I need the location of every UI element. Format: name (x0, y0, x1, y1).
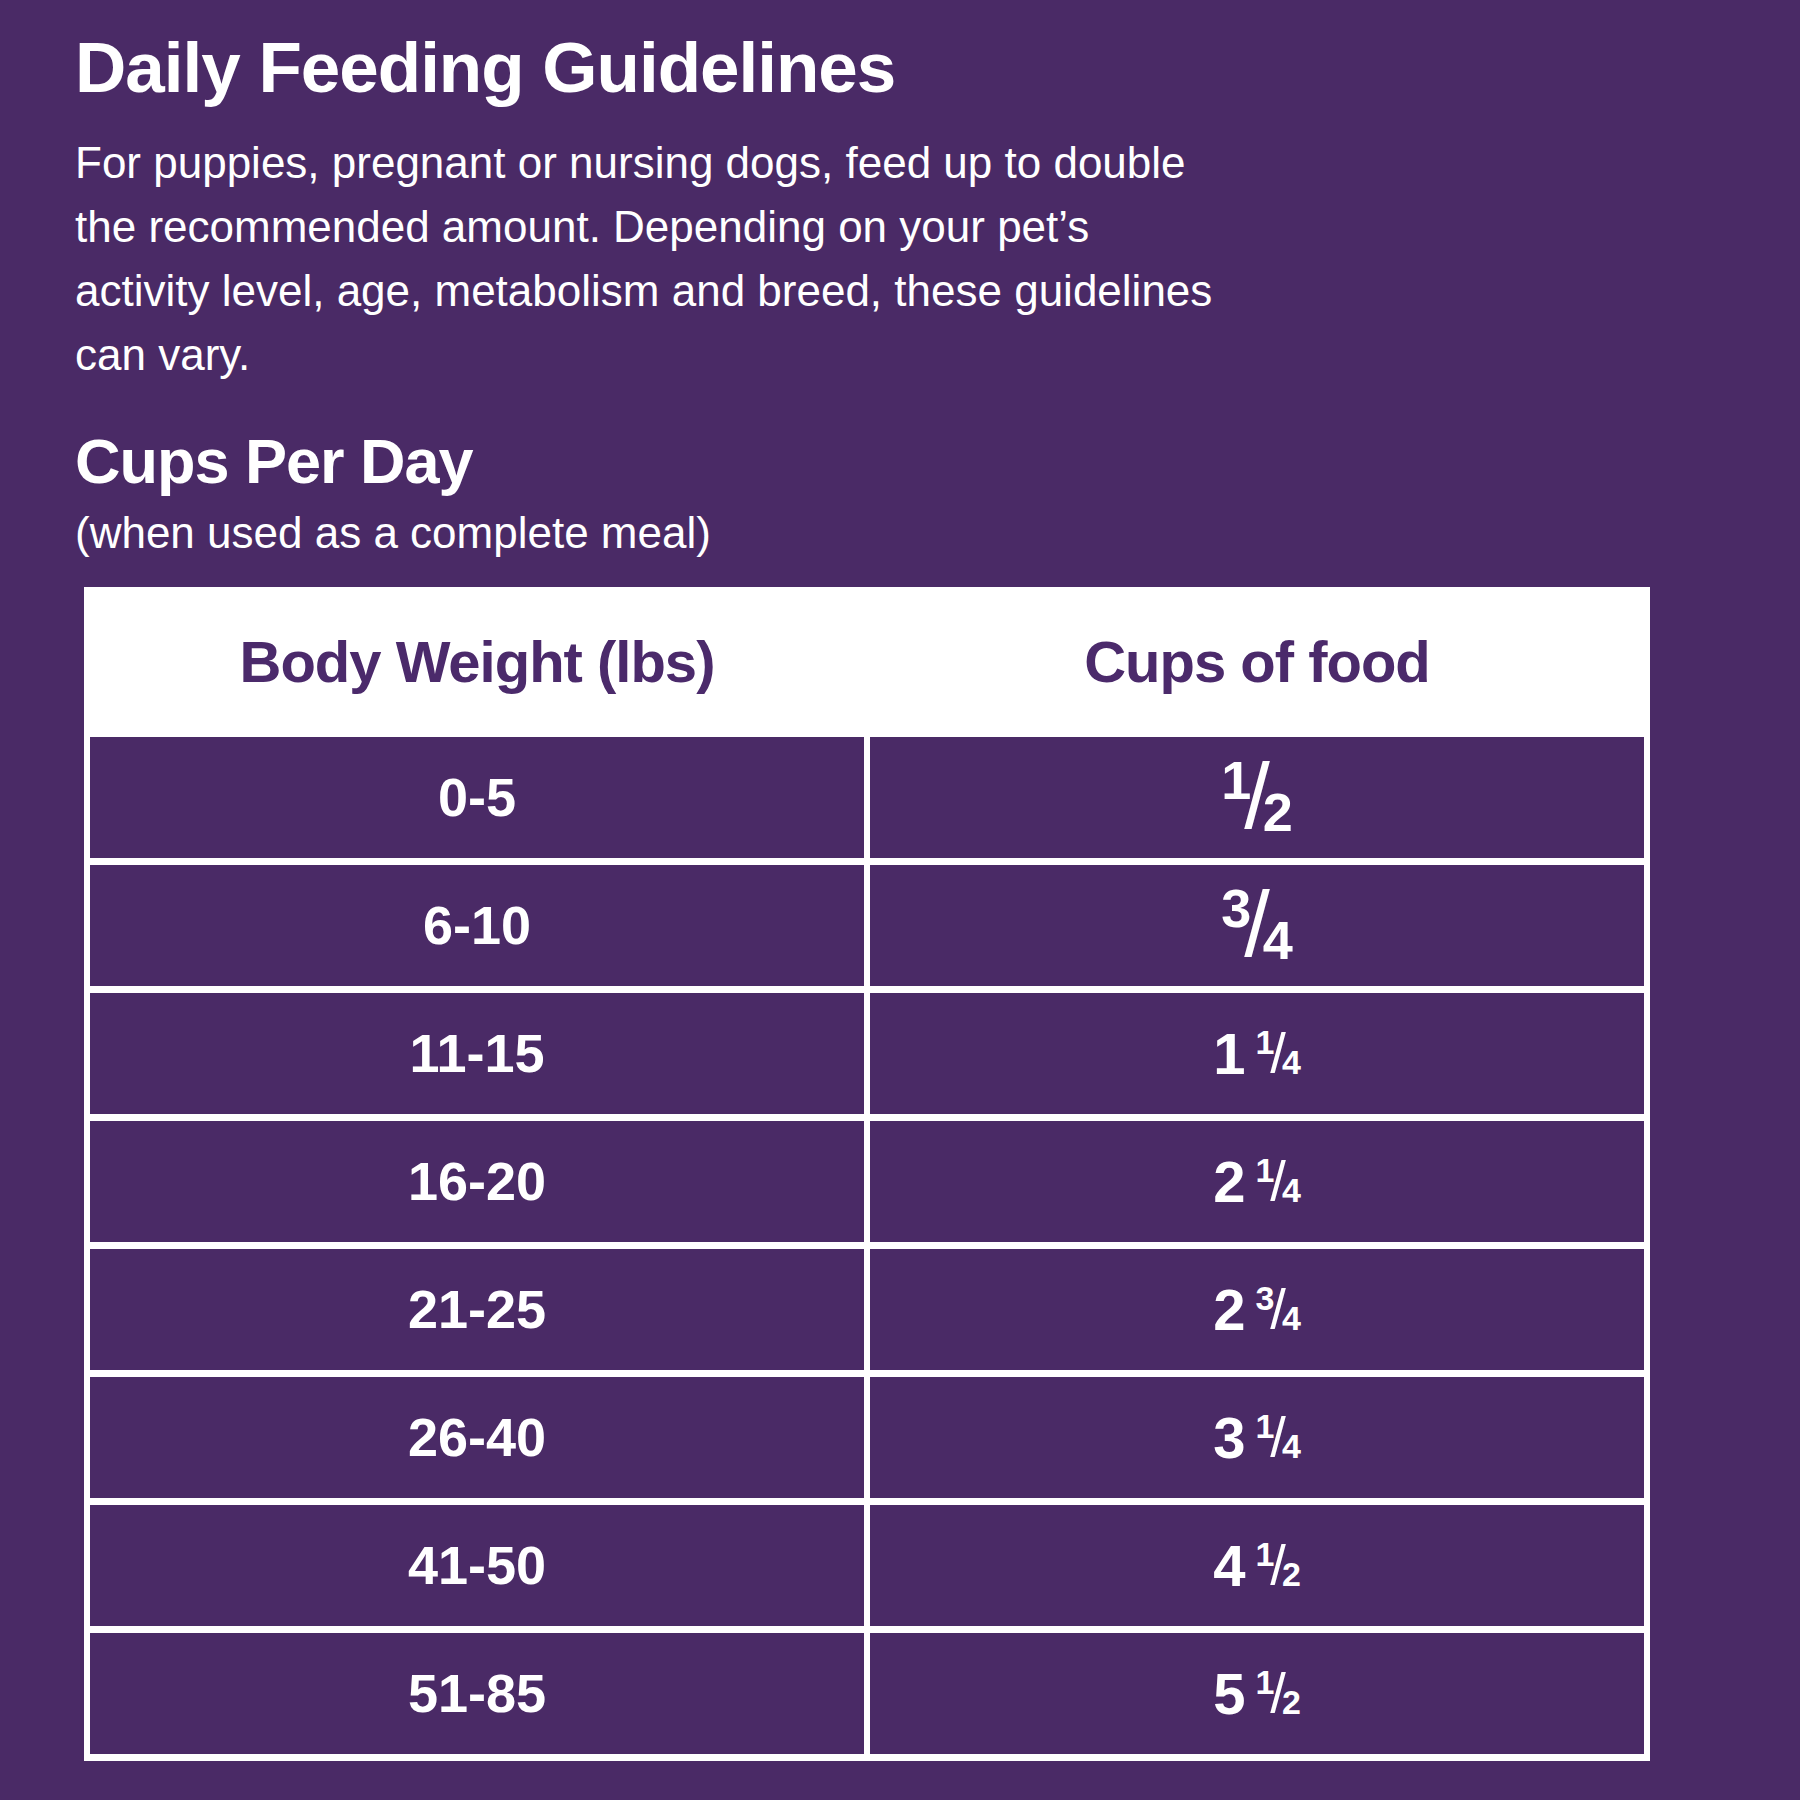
body-weight-cell: 16-20 (90, 1121, 864, 1242)
intro-line: the recommended amount. Depending on you… (75, 195, 1415, 259)
cups-fraction: 1/4 (1255, 1026, 1300, 1079)
fraction-denominator: 4 (1282, 1299, 1301, 1338)
header-row: Body Weight (lbs) Cups of food (90, 594, 1644, 730)
fraction-numerator: 1 (1255, 1663, 1274, 1702)
table-row: 16-20 21/4 (90, 1121, 1644, 1242)
cups-value: 31/4 (870, 1377, 1644, 1498)
fraction-numerator: 1 (1255, 1023, 1274, 1062)
fraction-numerator: 3 (1255, 1279, 1274, 1318)
table-row: 11-15 11/4 (90, 993, 1644, 1114)
fraction-numerator: 3 (1221, 877, 1251, 939)
cups-fraction: 1/4 (1255, 1410, 1300, 1463)
body-weight-cell: 26-40 (90, 1377, 864, 1498)
cups-fraction: 1/2 (1221, 753, 1293, 840)
cups-whole-number: 3 (1213, 1404, 1245, 1471)
cups-value: 1/2 (870, 737, 1644, 858)
cups-value: 23/4 (870, 1249, 1644, 1370)
table-row: 41-50 41/2 (90, 1505, 1644, 1626)
body-weight-cell: 51-85 (90, 1633, 864, 1754)
fraction-numerator: 1 (1255, 1407, 1274, 1446)
fraction-numerator: 1 (1255, 1535, 1274, 1574)
cups-value: 21/4 (870, 1121, 1644, 1242)
intro-paragraph: For puppies, pregnant or nursing dogs, f… (75, 131, 1415, 387)
fraction-numerator: 1 (1221, 749, 1251, 811)
cups-whole-number: 5 (1213, 1660, 1245, 1727)
cups-fraction: 1/2 (1255, 1666, 1300, 1719)
cups-fraction: 3/4 (1221, 881, 1293, 968)
label-page: Daily Feeding Guidelines For puppies, pr… (0, 0, 1800, 1761)
table-row: 21-25 23/4 (90, 1249, 1644, 1370)
section-subtitle: (when used as a complete meal) (75, 505, 1725, 561)
fraction-denominator: 2 (1263, 781, 1293, 843)
cups-cell: 11/4 (870, 993, 1644, 1114)
feeding-table-body: 0-5 1/2 6-10 3/4 11-15 11/4 16-20 21/4 2… (90, 737, 1644, 1754)
body-weight-cell: 21-25 (90, 1249, 864, 1370)
intro-line: For puppies, pregnant or nursing dogs, f… (75, 131, 1415, 195)
page-title: Daily Feeding Guidelines (75, 30, 1725, 105)
cups-whole-number: 2 (1213, 1148, 1245, 1215)
cups-cell: 3/4 (870, 865, 1644, 986)
body-weight-cell: 0-5 (90, 737, 864, 858)
cups-whole-number: 4 (1213, 1532, 1245, 1599)
intro-line: can vary. (75, 323, 1415, 387)
cups-fraction: 1/4 (1255, 1154, 1300, 1207)
section-heading-cups-per-day: Cups Per Day (75, 427, 1725, 496)
fraction-denominator: 2 (1282, 1683, 1301, 1722)
cups-fraction: 1/2 (1255, 1538, 1300, 1591)
cups-cell: 31/4 (870, 1377, 1644, 1498)
body-weight-cell: 6-10 (90, 865, 864, 986)
fraction-numerator: 1 (1255, 1151, 1274, 1190)
cups-cell: 23/4 (870, 1249, 1644, 1370)
body-weight-cell: 41-50 (90, 1505, 864, 1626)
cups-value: 41/2 (870, 1505, 1644, 1626)
intro-line: activity level, age, metabolism and bree… (75, 259, 1415, 323)
table-row: 0-5 1/2 (90, 737, 1644, 858)
cups-whole-number: 2 (1213, 1276, 1245, 1343)
table-row: 26-40 31/4 (90, 1377, 1644, 1498)
feeding-table-header: Body Weight (lbs) Cups of food (90, 594, 1644, 730)
cups-fraction: 3/4 (1255, 1282, 1300, 1335)
body-weight-cell: 11-15 (90, 993, 864, 1114)
cups-cell: 41/2 (870, 1505, 1644, 1626)
table-row: 6-10 3/4 (90, 865, 1644, 986)
fraction-denominator: 4 (1282, 1171, 1301, 1210)
cups-cell: 51/2 (870, 1633, 1644, 1754)
fraction-denominator: 4 (1263, 909, 1293, 971)
column-header-body-weight: Body Weight (lbs) (90, 594, 864, 730)
fraction-denominator: 4 (1282, 1427, 1301, 1466)
cups-cell: 21/4 (870, 1121, 1644, 1242)
fraction-denominator: 4 (1282, 1043, 1301, 1082)
cups-whole-number: 1 (1213, 1020, 1245, 1087)
table-row: 51-85 51/2 (90, 1633, 1644, 1754)
cups-value: 51/2 (870, 1633, 1644, 1754)
cups-cell: 1/2 (870, 737, 1644, 858)
feeding-table: Body Weight (lbs) Cups of food 0-5 1/2 6… (84, 587, 1650, 1761)
cups-value: 11/4 (870, 993, 1644, 1114)
fraction-denominator: 2 (1282, 1555, 1301, 1594)
cups-value: 3/4 (870, 865, 1644, 986)
column-header-cups-of-food: Cups of food (870, 594, 1644, 730)
